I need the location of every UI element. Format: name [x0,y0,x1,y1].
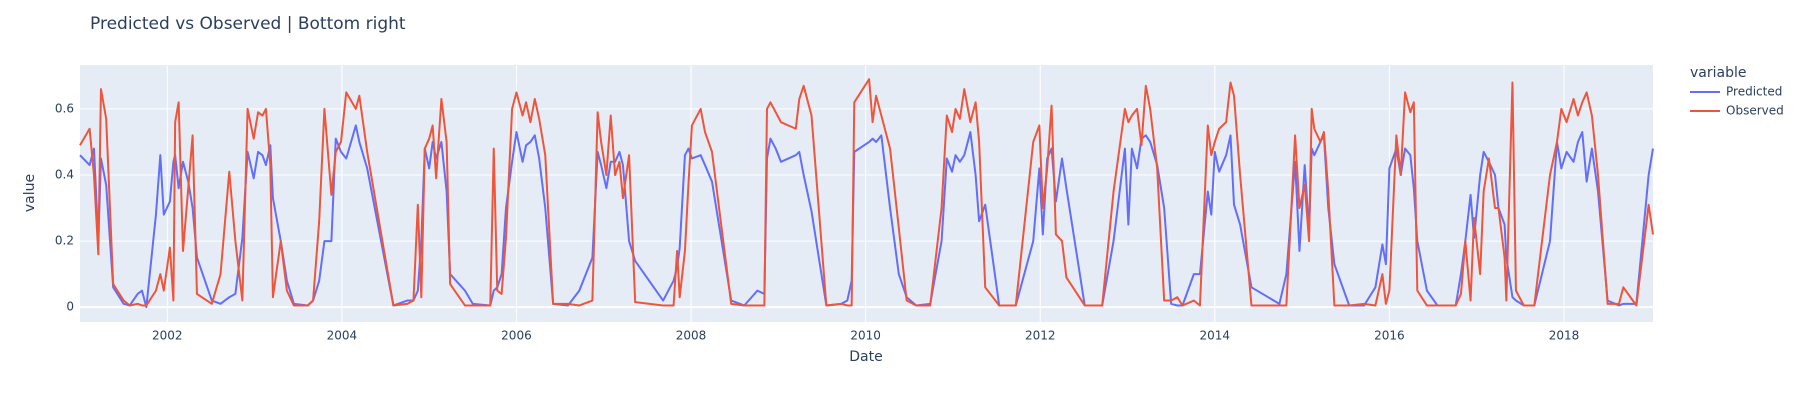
x-tick-label: 2018 [1549,329,1580,343]
legend: Predicted Observed [1690,85,1784,118]
legend-label: Predicted [1726,85,1782,99]
y-axis-title: value [22,174,38,212]
x-axis-title: Date [849,349,882,365]
x-tick-label: 2006 [501,329,532,343]
x-tick-label: 2016 [1374,329,1405,343]
y-tick-label: 0.6 [55,101,74,115]
legend-title: variable [1690,65,1746,81]
series-line [79,78,1654,307]
x-tick-label: 2002 [152,329,183,343]
x-tick-label: 2004 [327,329,358,343]
y-tick-label: 0.4 [55,168,74,182]
x-tick-label: 2010 [850,329,881,343]
x-tick-label: 2012 [1025,329,1056,343]
chart-title: Predicted vs Observed | Bottom right [90,14,406,34]
x-tick-label: 2014 [1200,329,1231,343]
series-group [79,78,1654,309]
y-tick-label: 0.2 [55,234,74,248]
y-tick-label: 0 [66,300,74,314]
x-tick-label: 2008 [676,329,707,343]
legend-label: Observed [1726,104,1784,118]
